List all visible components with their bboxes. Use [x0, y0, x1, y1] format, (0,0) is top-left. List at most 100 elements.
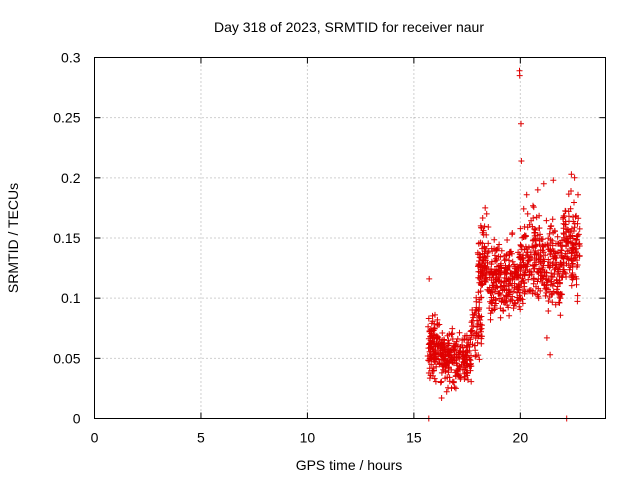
- data-point: [428, 361, 435, 368]
- data-point: [438, 369, 445, 376]
- data-point: [514, 297, 521, 304]
- data-point: [574, 292, 581, 299]
- data-point: [547, 251, 554, 258]
- data-point: [557, 295, 564, 302]
- grid: [94, 57, 606, 419]
- data-point: [552, 265, 559, 272]
- y-tick-label: 0.15: [53, 230, 80, 246]
- data-point: [475, 274, 482, 281]
- data-point: [576, 225, 583, 232]
- data-point: [428, 340, 435, 347]
- data-point: [487, 298, 493, 305]
- data-point: [529, 262, 536, 268]
- data-point: [472, 353, 479, 360]
- data-point: [545, 276, 552, 282]
- data-point: [567, 205, 574, 212]
- x-axis-label: GPS time / hours: [296, 457, 403, 473]
- data-point: [465, 339, 472, 346]
- data-point: [574, 262, 581, 268]
- data-point: [504, 237, 511, 243]
- data-point: [551, 266, 558, 273]
- data-point: [430, 334, 437, 341]
- data-point: [449, 336, 456, 342]
- data-point: [568, 171, 575, 178]
- data-point: [501, 253, 508, 259]
- data-point: [533, 250, 540, 257]
- data-point: [550, 248, 557, 255]
- data-point: [530, 204, 537, 211]
- data-point: [512, 263, 519, 270]
- data-point: [509, 293, 516, 300]
- data-point: [514, 289, 520, 296]
- data-point: [542, 252, 549, 259]
- data-point: [452, 385, 459, 392]
- data-point: [456, 329, 463, 336]
- data-point: [493, 255, 499, 262]
- y-tick-label: 0.05: [53, 350, 80, 366]
- data-point: [474, 249, 481, 256]
- data-point: [463, 342, 470, 349]
- data-point: [517, 225, 524, 232]
- y-tick-label: 0.3: [61, 50, 81, 66]
- y-tick-label: 0.25: [53, 110, 80, 126]
- data-point: [452, 369, 459, 376]
- data-point: [485, 224, 492, 230]
- data-point: [520, 205, 527, 212]
- data-point: [487, 289, 494, 295]
- data-point: [549, 216, 556, 223]
- data-point: [483, 231, 490, 238]
- data-point: [431, 321, 438, 327]
- data-point: [545, 262, 552, 269]
- data-point: [540, 256, 547, 263]
- data-point: [491, 236, 498, 243]
- data-point: [500, 308, 507, 314]
- data-point: [493, 300, 499, 307]
- data-point: [474, 317, 480, 324]
- data-point: [503, 269, 509, 276]
- data-point: [557, 249, 564, 256]
- data-point: [564, 239, 571, 246]
- data-point: [459, 337, 466, 344]
- data-point: [545, 246, 552, 253]
- data-point: [493, 278, 499, 285]
- data-point: [571, 224, 578, 231]
- data-point: [509, 231, 516, 238]
- data-point: [497, 253, 504, 260]
- data-point: [479, 215, 486, 221]
- data-point: [438, 378, 445, 385]
- data-point: [551, 227, 558, 234]
- data-point: [495, 290, 502, 297]
- data-point: [459, 344, 466, 351]
- data-point: [487, 316, 494, 323]
- data-point: [547, 351, 554, 358]
- data-point: [569, 261, 576, 268]
- data-point: [426, 357, 433, 364]
- data-point: [462, 351, 469, 358]
- data-point: [438, 361, 445, 368]
- data-point: [553, 289, 560, 296]
- data-point: [562, 221, 568, 228]
- data-point: [451, 384, 458, 391]
- data-point: [461, 356, 468, 362]
- data-point: [543, 217, 550, 224]
- data-point: [488, 268, 495, 275]
- data-point: [496, 271, 503, 278]
- data-point: [437, 350, 444, 357]
- data-point: [530, 265, 537, 272]
- data-point: [521, 283, 528, 290]
- data-point: [535, 285, 542, 292]
- data-point: [440, 366, 447, 373]
- data-point: [547, 225, 554, 232]
- data-point: [450, 378, 457, 385]
- data-point: [554, 233, 561, 240]
- data-point: [546, 230, 553, 237]
- data-point: [545, 308, 552, 314]
- data-point: [543, 334, 550, 341]
- data-point: [575, 191, 581, 198]
- data-point: [516, 303, 523, 310]
- data-point: [434, 316, 441, 323]
- data-point: [517, 295, 524, 302]
- data-point: [427, 344, 434, 351]
- data-point: [457, 349, 464, 356]
- data-point: [562, 207, 569, 214]
